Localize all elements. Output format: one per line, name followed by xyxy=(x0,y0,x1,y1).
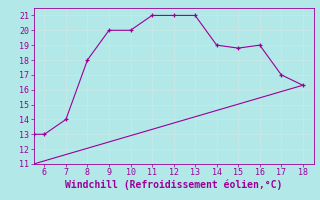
X-axis label: Windchill (Refroidissement éolien,°C): Windchill (Refroidissement éolien,°C) xyxy=(65,180,282,190)
